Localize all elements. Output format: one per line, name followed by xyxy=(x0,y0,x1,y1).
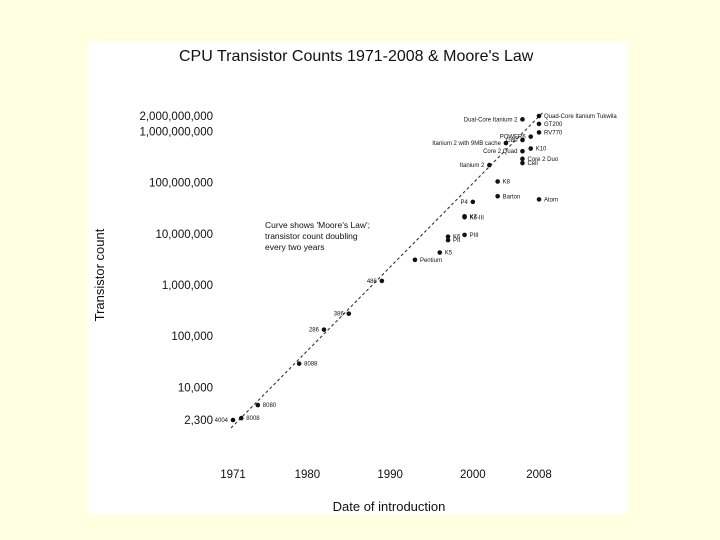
point-label: Core 2 Duo xyxy=(527,157,558,163)
point-label: Cell xyxy=(527,161,537,167)
data-point xyxy=(437,250,443,255)
point-label: 486 xyxy=(367,279,378,285)
point-label: Itanium 2 xyxy=(460,163,485,169)
point-label: Itanium 2 with 9MB cache xyxy=(432,141,501,147)
y-tick-label: 2,000,000,000 xyxy=(139,111,213,123)
y-axis-title: Transistor count xyxy=(92,228,107,321)
point-label: K6-III xyxy=(470,215,485,221)
point-label: K5 xyxy=(445,251,453,257)
data-point xyxy=(470,199,476,205)
point-label: POWER6 xyxy=(500,135,527,141)
data-point xyxy=(255,402,261,408)
x-tick-label: 1990 xyxy=(377,469,403,481)
point-label: G80 xyxy=(506,138,518,144)
data-point xyxy=(536,130,542,135)
x-tick-label: 2008 xyxy=(526,469,552,481)
data-point xyxy=(487,162,492,168)
data-point xyxy=(495,179,500,184)
point-label: RV770 xyxy=(544,130,563,136)
data-point xyxy=(346,311,352,316)
data-point xyxy=(230,417,236,423)
data-point xyxy=(528,146,534,151)
point-label: PIII xyxy=(470,233,479,239)
y-tick-label: 10,000 xyxy=(178,382,213,394)
data-point xyxy=(520,148,525,154)
data-point xyxy=(520,160,525,166)
point-label: 4004 xyxy=(215,418,229,424)
data-point xyxy=(321,327,327,332)
data-point xyxy=(520,156,525,162)
x-axis: 1971 1980 1990 2000 2008 xyxy=(220,469,552,481)
point-label: K6 xyxy=(453,235,461,241)
data-point xyxy=(462,213,467,219)
y-axis: 2,300 10,000 100,000 1,000,000 10,000,000 100… xyxy=(139,111,213,427)
data-point xyxy=(238,415,244,421)
data-point xyxy=(379,278,385,284)
x-tick-label: 1971 xyxy=(220,469,246,481)
point-label: K10 xyxy=(536,147,547,153)
point-label: K7 xyxy=(470,214,478,220)
point-label: Pentium xyxy=(420,258,442,264)
point-label: 386 xyxy=(334,312,345,318)
point-label: Core 2 Quad xyxy=(483,149,517,155)
point-label: P4 xyxy=(460,200,468,206)
point-label: K8 xyxy=(503,180,511,186)
data-point xyxy=(445,234,451,239)
point-label: Barton xyxy=(503,194,521,200)
y-tick-label: 100,000,000 xyxy=(149,178,213,190)
point-label: Quad-Core Itanium Tukwila xyxy=(544,114,617,120)
y-tick-label: 10,000,000 xyxy=(155,229,213,241)
x-tick-label: 1980 xyxy=(295,469,321,481)
annotation-line-3: every two years xyxy=(265,242,325,252)
data-point xyxy=(296,361,302,366)
data-point xyxy=(536,121,542,127)
y-tick-label: 100,000 xyxy=(171,331,213,343)
point-label: 8008 xyxy=(246,416,260,422)
point-label: Atom xyxy=(544,197,558,203)
data-point xyxy=(412,257,418,263)
chart: CPU Transistor Counts 1971-2008 & Moore'… xyxy=(92,48,617,514)
data-point xyxy=(495,193,500,199)
data-point xyxy=(520,117,525,122)
chart-panel: CPU Transistor Counts 1971-2008 & Moore'… xyxy=(87,42,627,514)
data-point xyxy=(536,113,542,119)
data-point xyxy=(445,237,451,243)
moores-law-trend-line xyxy=(230,111,544,429)
data-point xyxy=(503,140,509,146)
data-point xyxy=(462,232,467,238)
x-axis-title: Date of introduction xyxy=(333,499,446,514)
annotation-line-2: transistor count doubling xyxy=(265,231,358,241)
point-label: 286 xyxy=(309,328,320,334)
annotation-line-1: Curve shows 'Moore's Law'; xyxy=(265,220,370,230)
point-label: GT200 xyxy=(544,122,563,128)
y-tick-label: 2,300 xyxy=(184,415,213,427)
y-tick-label: 1,000,000,000 xyxy=(139,126,213,138)
y-tick-label: 1,000,000 xyxy=(162,280,213,292)
data-point xyxy=(536,197,542,202)
point-label: Dual-Core Itanium 2 xyxy=(464,117,518,123)
chart-title: CPU Transistor Counts 1971-2008 & Moore'… xyxy=(179,48,534,65)
x-tick-label: 2000 xyxy=(460,469,486,481)
data-point xyxy=(528,134,534,139)
point-label: PII xyxy=(453,238,461,244)
point-label: 8088 xyxy=(304,362,318,368)
data-point xyxy=(520,137,525,143)
point-label: 8080 xyxy=(263,403,277,409)
